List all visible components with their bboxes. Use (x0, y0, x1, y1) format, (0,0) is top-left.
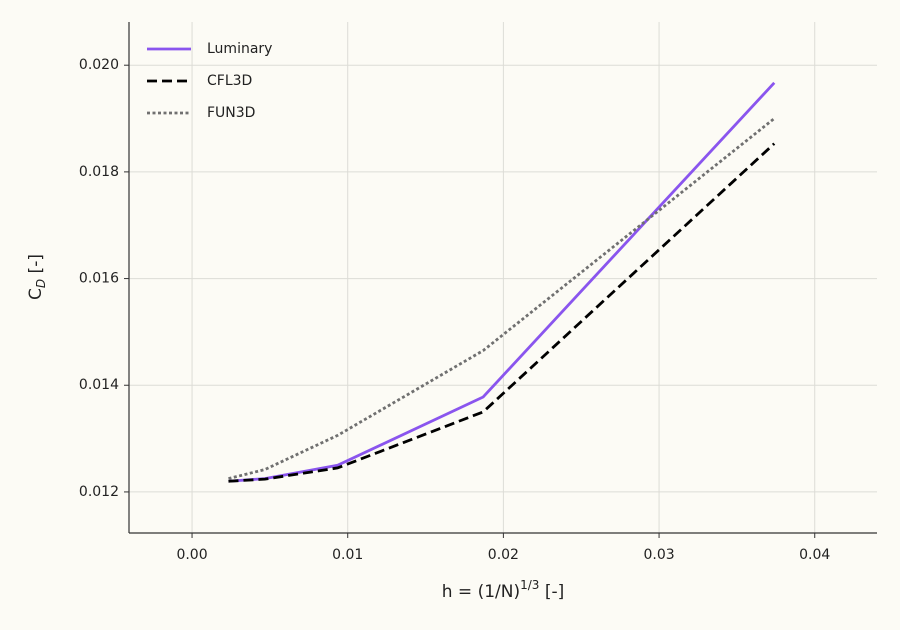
y-tick-label: 0.020 (79, 57, 119, 73)
y-tick-label: 0.012 (79, 484, 119, 500)
x-tick-label: 0.00 (176, 547, 207, 563)
legend-label: Luminary (207, 41, 272, 57)
y-tick-label: 0.018 (79, 164, 119, 180)
y-axis-label: CD [-] (26, 254, 48, 300)
lines (228, 81, 776, 483)
series-line (228, 142, 776, 483)
y-label-suffix: [-] (26, 254, 46, 279)
legend-label: CFL3D (207, 73, 252, 89)
y-tick-label: 0.014 (79, 377, 119, 393)
x-tick-label: 0.03 (643, 547, 674, 563)
x-label-sup: 1/3 (520, 578, 539, 592)
x-axis-label: h = (1/N)1/3 [-] (442, 578, 564, 603)
x-label-suffix: [-] (539, 582, 564, 602)
legend: Luminary CFL3D FUN3D (147, 41, 272, 121)
legend-label: FUN3D (207, 105, 255, 121)
y-tick-label: 0.016 (79, 271, 119, 287)
series-line (228, 117, 776, 480)
y-label-sub: D (34, 279, 48, 288)
x-tick-label: 0.04 (799, 547, 830, 563)
x-label-text: h = (1/N) (442, 582, 520, 602)
x-tick-label: 0.01 (332, 547, 363, 563)
grid (129, 22, 877, 533)
y-label-text: C (26, 288, 46, 300)
x-tick-label: 0.02 (488, 547, 519, 563)
